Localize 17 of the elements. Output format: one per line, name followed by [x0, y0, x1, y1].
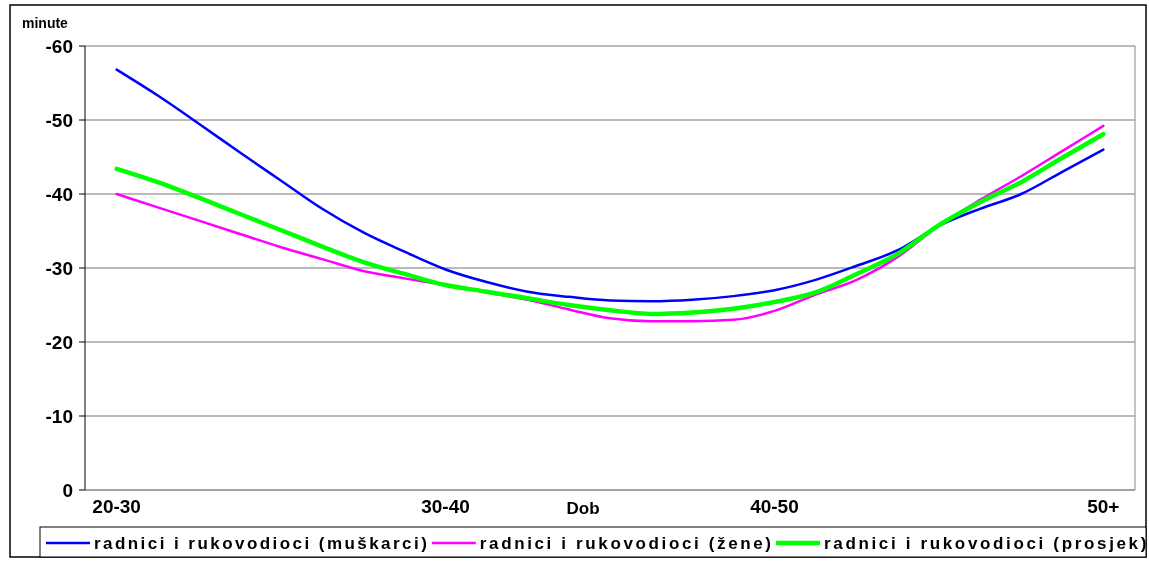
- legend-label: radnici i rukovodioci (muškarci): [94, 533, 427, 553]
- y-tick-label: -30: [45, 257, 73, 279]
- x-tick-label: 40-50: [750, 496, 799, 517]
- legend-label: radnici i rukovodioci (žene): [479, 533, 771, 553]
- x-axis-title: Dob: [566, 499, 600, 518]
- y-tick-label: -60: [45, 35, 73, 57]
- x-tick-label: 50+: [1087, 496, 1120, 517]
- line-series: [115, 68, 1105, 303]
- y-tick-label: 0: [62, 479, 73, 501]
- y-tick-label: -50: [45, 109, 73, 131]
- y-axis-title: minute: [22, 15, 69, 31]
- y-tick-label: -20: [45, 331, 73, 353]
- x-tick-label: 20-30: [92, 496, 141, 517]
- legend-label: radnici i rukovodioci (prosjek): [824, 533, 1147, 553]
- y-tick-label: -10: [45, 405, 73, 427]
- y-tick-label: -40: [45, 183, 73, 205]
- x-tick-label: 30-40: [421, 496, 470, 517]
